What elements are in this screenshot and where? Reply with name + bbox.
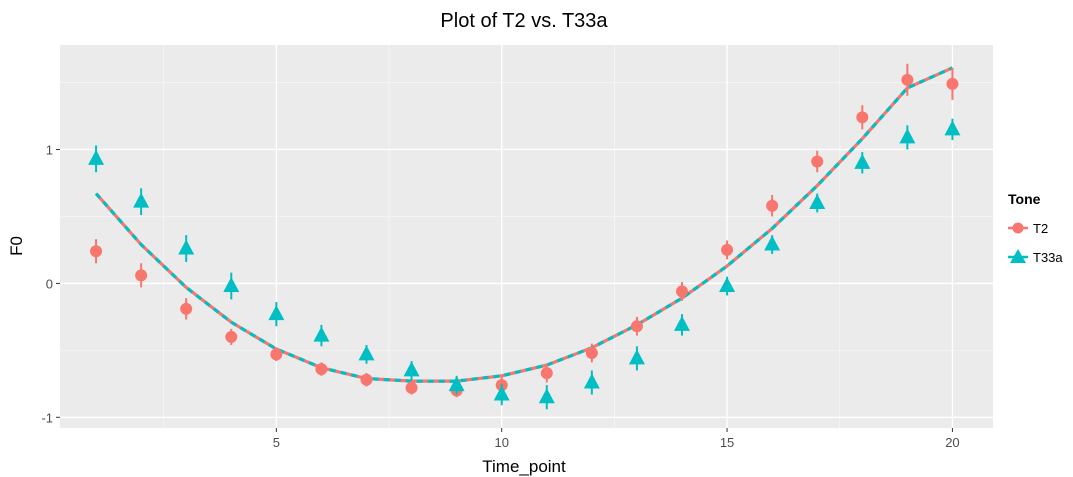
point-t33a	[133, 192, 150, 208]
axis-ticks-layer: 5 10 15 20 -1 0 1	[41, 142, 959, 450]
fit-line-t2	[94, 66, 954, 383]
legend-title: Tone	[1008, 191, 1041, 207]
y-tick-label: 1	[46, 142, 53, 157]
point-t33a	[88, 149, 105, 165]
point-t2	[630, 320, 643, 333]
y-tick-label: -1	[41, 410, 53, 425]
point-t33a	[403, 361, 420, 377]
point-t2	[180, 302, 193, 315]
point-t33a	[674, 315, 690, 331]
legend: Tone T2 T33a	[1008, 191, 1063, 265]
point-t2	[585, 347, 598, 360]
point-t33a	[899, 128, 916, 144]
point-t2	[811, 155, 824, 168]
y-tick-label: 0	[46, 276, 53, 291]
point-t33a	[944, 120, 961, 136]
point-t2	[90, 245, 103, 258]
point-t2	[405, 381, 418, 394]
point-t33a	[268, 305, 285, 321]
legend-key-circle	[1012, 222, 1024, 234]
x-tick-label: 5	[273, 435, 280, 450]
point-t2	[315, 363, 328, 376]
point-t33a	[583, 373, 600, 389]
y-axis-title: F0	[7, 236, 26, 256]
x-tick-label: 10	[494, 435, 508, 450]
point-t2	[676, 285, 688, 298]
point-t2	[270, 348, 283, 361]
data-points-layer	[88, 63, 961, 410]
point-t2	[721, 243, 734, 256]
point-t33a	[764, 235, 781, 251]
point-t2	[135, 269, 148, 282]
chart-title: Plot of T2 vs. T33a	[440, 10, 608, 32]
point-t33a	[448, 376, 465, 392]
point-t2	[766, 199, 779, 212]
point-t2	[856, 111, 869, 124]
point-t33a	[854, 153, 871, 169]
point-t33a	[719, 277, 736, 293]
x-tick-label: 20	[945, 435, 959, 450]
legend-label-t33a: T33a	[1033, 250, 1063, 265]
plot-panel	[60, 45, 993, 428]
legend-label-t2: T2	[1033, 221, 1048, 236]
fit-line-layer	[94, 66, 954, 383]
point-t2	[901, 73, 914, 86]
point-t2	[225, 330, 238, 343]
point-t33a	[493, 385, 510, 401]
point-t2	[360, 373, 373, 386]
panel-background	[60, 45, 993, 428]
point-t33a	[313, 326, 330, 342]
legend-key-triangle	[1010, 249, 1026, 263]
point-t33a	[223, 277, 240, 293]
point-t2	[946, 77, 959, 90]
point-t33a	[358, 345, 375, 361]
point-t33a	[538, 388, 555, 404]
point-t33a	[809, 194, 826, 210]
point-t2	[540, 367, 553, 380]
point-t33a	[178, 239, 195, 255]
x-axis-title: Time_point	[482, 457, 566, 476]
x-tick-label: 15	[720, 435, 734, 450]
point-t33a	[628, 349, 645, 365]
